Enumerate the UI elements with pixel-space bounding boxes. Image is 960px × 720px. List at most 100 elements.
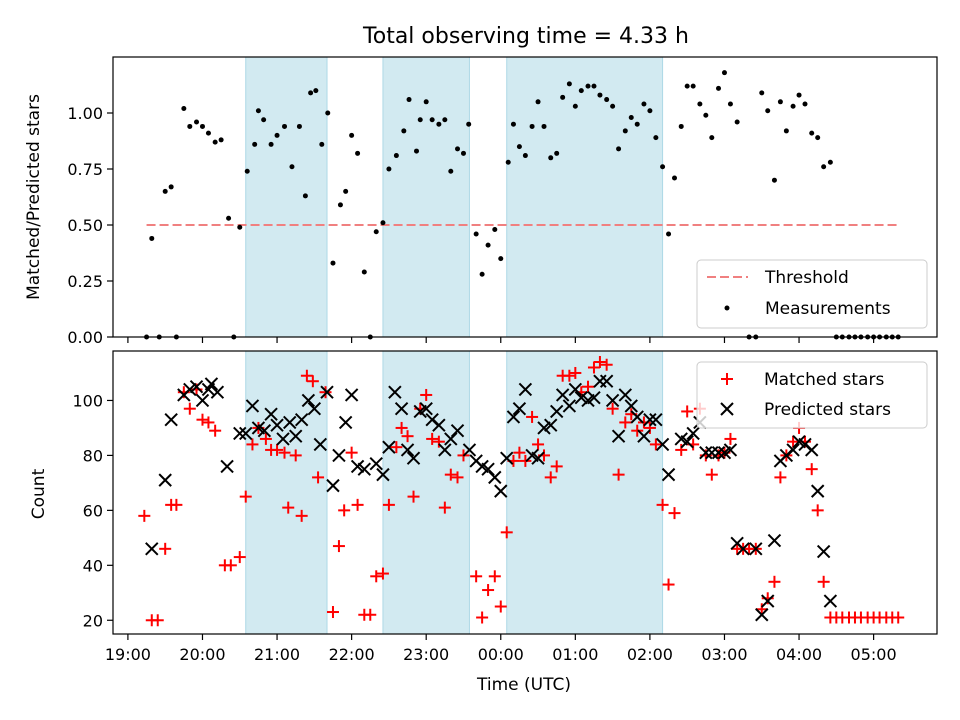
predicted-star-point <box>288 429 303 443</box>
matched-star-point <box>209 424 222 437</box>
predicted-star-point <box>313 437 328 452</box>
measurement-point <box>560 94 566 100</box>
x-tick-label: 19:00 <box>105 645 151 664</box>
measurement-point <box>149 235 155 241</box>
matched-star-point <box>600 358 613 371</box>
measurement-point <box>510 121 516 127</box>
predicted-star-point <box>450 423 465 438</box>
measurement-point <box>460 150 466 156</box>
bottom-y-tick-label: 20 <box>83 611 103 630</box>
predicted-star-point <box>239 426 253 441</box>
predicted-star-point <box>332 448 346 463</box>
predicted-star-point <box>220 459 234 474</box>
measurement-point <box>355 150 361 156</box>
measurement-point <box>187 123 193 129</box>
matched-star-point <box>892 611 905 624</box>
measurement-point <box>492 226 498 232</box>
predicted-star-point <box>755 608 769 622</box>
measurement-point <box>455 146 461 152</box>
measurement-point <box>274 132 280 138</box>
chart-title: Total observing time = 4.33 h <box>362 24 689 49</box>
x-tick-label: 00:00 <box>478 645 524 664</box>
matched-star-point <box>438 501 451 514</box>
measurement-point <box>423 99 429 105</box>
measurement-point <box>516 144 522 150</box>
legend-threshold-label: Threshold <box>764 268 849 288</box>
measurement-point <box>401 128 407 134</box>
x-tick-label: 01:00 <box>552 645 598 664</box>
predicted-star-point <box>587 391 601 405</box>
measurement-point <box>485 242 491 248</box>
predicted-star-point <box>686 426 700 441</box>
matched-star-point <box>151 614 164 627</box>
predicted-star-point <box>500 451 514 465</box>
matched-star-point <box>513 446 526 459</box>
predicted-star-point <box>767 533 782 548</box>
measurement-point <box>815 135 821 141</box>
matched-star-point <box>587 361 600 374</box>
predicted-star-point <box>512 401 527 416</box>
measurement-point <box>653 135 659 141</box>
matched-star-point <box>500 526 513 539</box>
matched-star-point <box>544 471 557 484</box>
measurement-point <box>414 148 420 154</box>
measurement-point <box>308 90 314 96</box>
matched-star-point <box>278 446 291 459</box>
bottom-y-tick-label: 80 <box>83 446 103 465</box>
measurement-point <box>548 155 554 161</box>
predicted-star-point <box>382 440 396 454</box>
top-panel: 0.00 0.25 0.50 0.75 1.00 <box>67 56 938 347</box>
measurement-point <box>194 119 200 125</box>
bottom-axes-frame <box>112 350 938 635</box>
measurement-point <box>442 117 448 123</box>
measurement-point <box>261 117 267 123</box>
top-y-tick-label: 0.00 <box>67 328 103 347</box>
top-y-tick-label: 1.00 <box>67 104 103 123</box>
predicted-star-point <box>680 434 694 449</box>
predicted-star-point <box>264 407 278 421</box>
matched-star-point <box>582 380 595 393</box>
x-tick-label: 20:00 <box>179 645 225 664</box>
bottom-y-tick-label: 60 <box>83 501 103 520</box>
x-tick-label: 05:00 <box>851 645 897 664</box>
measurement-point <box>783 128 789 134</box>
measurement-point <box>417 117 423 123</box>
matched-star-point <box>476 611 489 624</box>
measurement-point <box>709 135 715 141</box>
predicted-star-point <box>145 542 159 556</box>
measurement-point <box>380 220 386 226</box>
measurement-point <box>466 121 472 127</box>
matched-star-point <box>519 454 532 467</box>
predicted-star-point <box>204 377 219 391</box>
measurement-point <box>666 231 672 237</box>
predicted-star-point <box>823 594 838 608</box>
matched-star-point <box>351 498 364 511</box>
predicted-star-point <box>388 385 402 399</box>
top-y-tick-label: 0.75 <box>67 160 103 179</box>
measurement-point <box>205 130 211 136</box>
bottom-legend: Matched stars Predicted stars <box>696 361 928 429</box>
predicted-star-point <box>649 412 663 427</box>
legend-measurements-label: Measurements <box>765 299 891 319</box>
measurement-point <box>622 128 628 134</box>
matched-star-point <box>470 570 483 583</box>
top-y-axis-label: Matched/Predicted stars <box>24 94 44 300</box>
measurement-point <box>393 153 399 159</box>
measurement-point <box>727 101 733 107</box>
predicted-star-point <box>574 391 589 405</box>
measurement-point <box>199 123 205 129</box>
matched-star-point <box>805 463 818 476</box>
matched-star-point <box>420 388 433 401</box>
predicted-star-point <box>257 423 272 438</box>
predicted-star-point <box>488 470 502 485</box>
measurement-point <box>181 106 187 112</box>
predicted-star-point <box>816 544 831 559</box>
top-shaded-interval <box>245 56 328 338</box>
predicted-star-point <box>637 429 651 443</box>
measurement-point <box>796 92 802 98</box>
predicted-star-point <box>233 426 247 441</box>
top-shaded-interval <box>382 56 470 338</box>
top-shaded-interval <box>506 56 664 338</box>
matched-star-point <box>656 498 669 511</box>
predicted-star-point <box>294 412 309 427</box>
